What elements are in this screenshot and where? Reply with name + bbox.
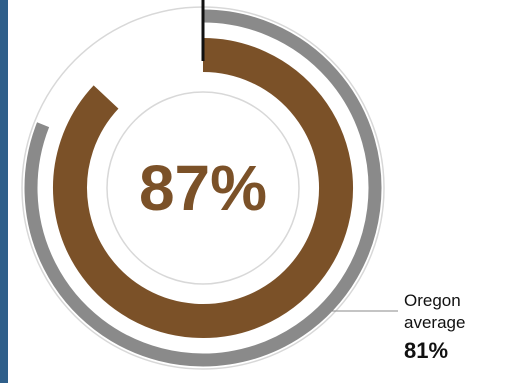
- primary-arc: [53, 38, 353, 338]
- comparison-value-label: 81%: [404, 338, 448, 363]
- comparison-arc: [24, 9, 382, 367]
- left-edge-bar: [0, 0, 8, 383]
- comparison-name-line2: average: [404, 313, 465, 332]
- comparison-name-line1: Oregon: [404, 291, 461, 310]
- guide-ring-inner: [106, 91, 300, 285]
- center-value-label: 87%: [139, 152, 267, 224]
